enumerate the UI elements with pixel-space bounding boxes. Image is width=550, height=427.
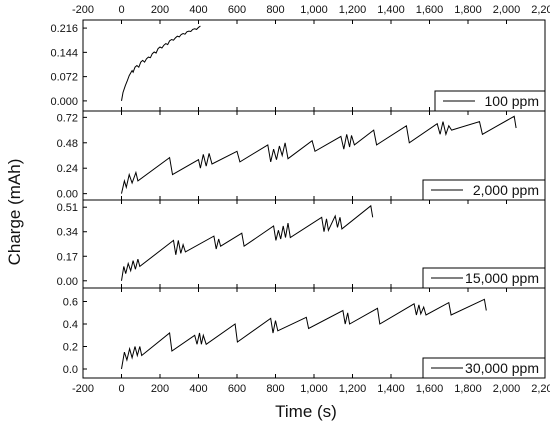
y-tick-label: 0.24: [57, 163, 78, 175]
legend: 100 ppm: [434, 90, 546, 112]
x-tick-label: 0: [118, 383, 124, 395]
x-tick-label: 400: [189, 383, 207, 395]
x-tick-label-top: 800: [266, 4, 284, 16]
x-tick-label: 200: [151, 383, 169, 395]
x-tick-label-top: 1,600: [416, 4, 444, 16]
y-tick-label: 0.216: [50, 23, 78, 35]
x-tick-label-top: 600: [228, 4, 246, 16]
y-tick-label: 0.4: [63, 319, 78, 331]
legend: 15,000 ppm: [422, 267, 546, 289]
x-axis-title: Time (s): [275, 402, 337, 421]
legend-label: 2,000 ppm: [473, 182, 539, 198]
panel-1: 0.000 0.072 0.144 0.216 100 ppm: [50, 19, 546, 112]
y-tick-label: 0.51: [57, 202, 78, 214]
x-tick-label: 1,600: [416, 383, 444, 395]
legend: 2,000 ppm: [422, 179, 546, 201]
y-tick-label: 0.48: [57, 138, 78, 150]
legend-label: 15,000 ppm: [465, 270, 539, 286]
y-axis-title: Charge (mAh): [5, 159, 24, 266]
x-tick-label-top: 1,200: [339, 4, 367, 16]
y-tick-label: 0.0: [63, 364, 78, 376]
series-line: [121, 298, 487, 370]
x-tick-label-top: 2,000: [493, 4, 521, 16]
y-tick-label: 0.17: [57, 251, 78, 263]
x-tick-label-top: -200: [72, 4, 94, 16]
x-tick-label-top: 1,000: [300, 4, 328, 16]
legend: 30,000 ppm: [422, 357, 546, 379]
x-tick-label: -200: [72, 383, 94, 395]
legend-label: 100 ppm: [485, 93, 539, 109]
x-tick-label: 2,200: [531, 383, 550, 395]
y-tick-label: 0.00: [57, 189, 78, 201]
y-tick-label: 0.72: [57, 112, 78, 124]
series-line: [121, 115, 517, 194]
x-tick-label-top: 0: [118, 4, 124, 16]
x-tick-label-top: 400: [189, 4, 207, 16]
series-line: [121, 204, 374, 281]
y-tick-label: 0.34: [57, 227, 78, 239]
panel-4: 0.0 0.2 0.4 0.6 30,000 ppm: [63, 287, 546, 379]
y-tick-label: 0.072: [50, 72, 78, 84]
x-tick-label: 1,400: [377, 383, 405, 395]
x-tick-label-top: 2,200: [531, 4, 550, 16]
legend-label: 30,000 ppm: [465, 360, 539, 376]
top-x-axis: -200 0 200 400 600 800 1,000 1,200 1,400 1,600 1,8…: [72, 4, 550, 16]
x-tick-label: 800: [266, 383, 284, 395]
series-line: [121, 25, 201, 101]
panel-3: 0.00 0.17 0.34 0.51 15,000 ppm: [57, 199, 546, 289]
y-tick-label: 0.000: [50, 96, 78, 108]
y-tick-label: 0.2: [63, 342, 78, 354]
x-tick-label-top: 1,400: [377, 4, 405, 16]
legend-box: [422, 357, 546, 379]
x-tick-label-top: 1,800: [454, 4, 482, 16]
x-tick-label-top: 200: [151, 4, 169, 16]
panel-2: 0.00 0.24 0.48 0.72 2,000 ppm: [57, 110, 546, 201]
y-tick-label: 0.00: [57, 276, 78, 288]
bottom-x-axis: -200 0 200 400 600 800 1,000 1,200 1,400 1,600 1,8…: [72, 383, 550, 395]
x-tick-label: 2,000: [493, 383, 521, 395]
y-tick-label: 0.6: [63, 297, 78, 309]
y-tick-label: 0.144: [50, 47, 78, 59]
x-tick-label: 1,000: [300, 383, 328, 395]
x-tick-label: 1,200: [339, 383, 367, 395]
x-tick-label: 600: [228, 383, 246, 395]
x-tick-label: 1,800: [454, 383, 482, 395]
